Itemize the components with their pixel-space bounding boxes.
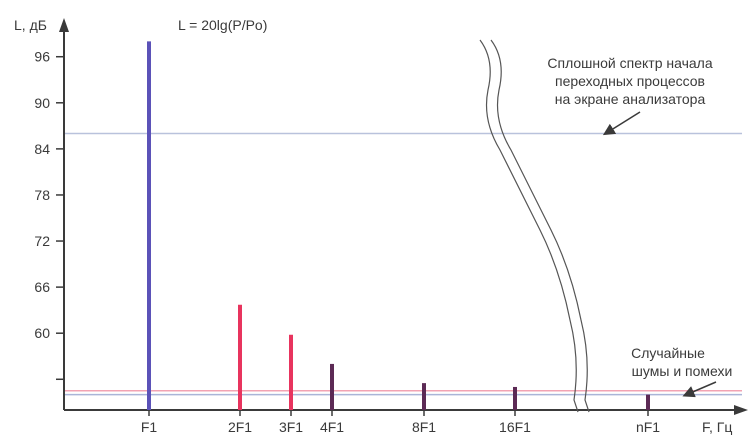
noise-arrow-icon (682, 381, 717, 398)
y-tick-label: 96 (34, 49, 50, 65)
y-tick-label: 72 (34, 233, 50, 249)
x-tick-label: 8F1 (412, 419, 436, 435)
y-tick-label: 90 (34, 95, 50, 111)
continuous-spectrum-line-3: на экране анализатора (555, 91, 706, 107)
y-tick-label: 66 (34, 279, 50, 295)
noise-annotation: Случайные шумы и помехи (631, 345, 733, 398)
y-tick-label: 84 (34, 141, 50, 157)
formula-label: L = 20lg(P/Po) (178, 17, 267, 33)
x-tick-label: 16F1 (499, 419, 531, 435)
y-tick-label: 78 (34, 187, 50, 203)
axis-break (479, 39, 590, 413)
y-axis-label: L, дБ (14, 17, 47, 33)
x-tick-label: F1 (141, 419, 158, 435)
x-tick-label: 3F1 (279, 419, 303, 435)
x-axis-label: F, Гц (702, 419, 732, 435)
noise-line-2: шумы и помехи (632, 363, 733, 379)
continuous-spectrum-annotation: Сплошной спектр начала переходных процес… (547, 55, 713, 136)
noise-line-1: Случайные (631, 345, 705, 361)
x-tick-label: 2F1 (228, 419, 252, 435)
continuous-spectrum-line-1: Сплошной спектр начала (547, 55, 712, 71)
x-axis-arrow-icon (734, 405, 748, 415)
x-tick-label: 4F1 (320, 419, 344, 435)
continuous-spectrum-arrow-icon (602, 111, 641, 136)
y-tick-label: 60 (34, 325, 50, 341)
y-axis-arrow-icon (59, 18, 69, 32)
continuous-spectrum-line-2: переходных процессов (555, 73, 705, 89)
x-tick-label: nF1 (636, 419, 660, 435)
